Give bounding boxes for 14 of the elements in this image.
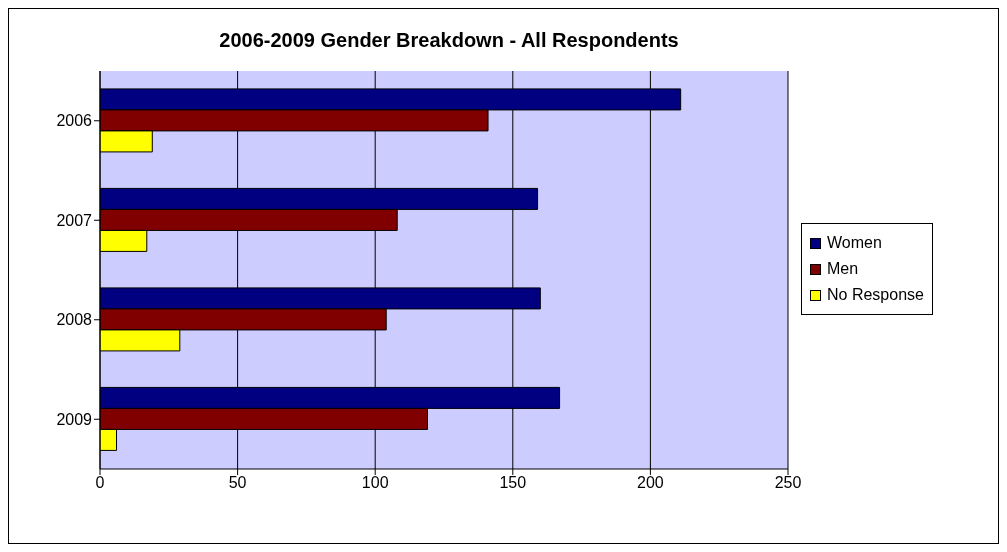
- x-tick-label: 100: [361, 474, 389, 492]
- y-tick-label: 2009: [56, 410, 93, 428]
- x-tick-label: 0: [95, 474, 105, 492]
- legend-label: Women: [827, 233, 882, 253]
- y-tick-label: 2008: [56, 311, 93, 329]
- chart-title: 2006-2009 Gender Breakdown - All Respondents: [218, 29, 680, 52]
- x-tick-label: 250: [774, 474, 802, 492]
- x-tick-label: 50: [228, 474, 247, 492]
- legend-label: No Response: [827, 285, 924, 305]
- x-tick-label: 200: [637, 474, 664, 492]
- legend-label: Men: [827, 259, 859, 279]
- y-tick-label: 2007: [56, 211, 93, 229]
- x-tick-label: 150: [499, 474, 527, 492]
- y-tick-label: 2006: [56, 112, 93, 130]
